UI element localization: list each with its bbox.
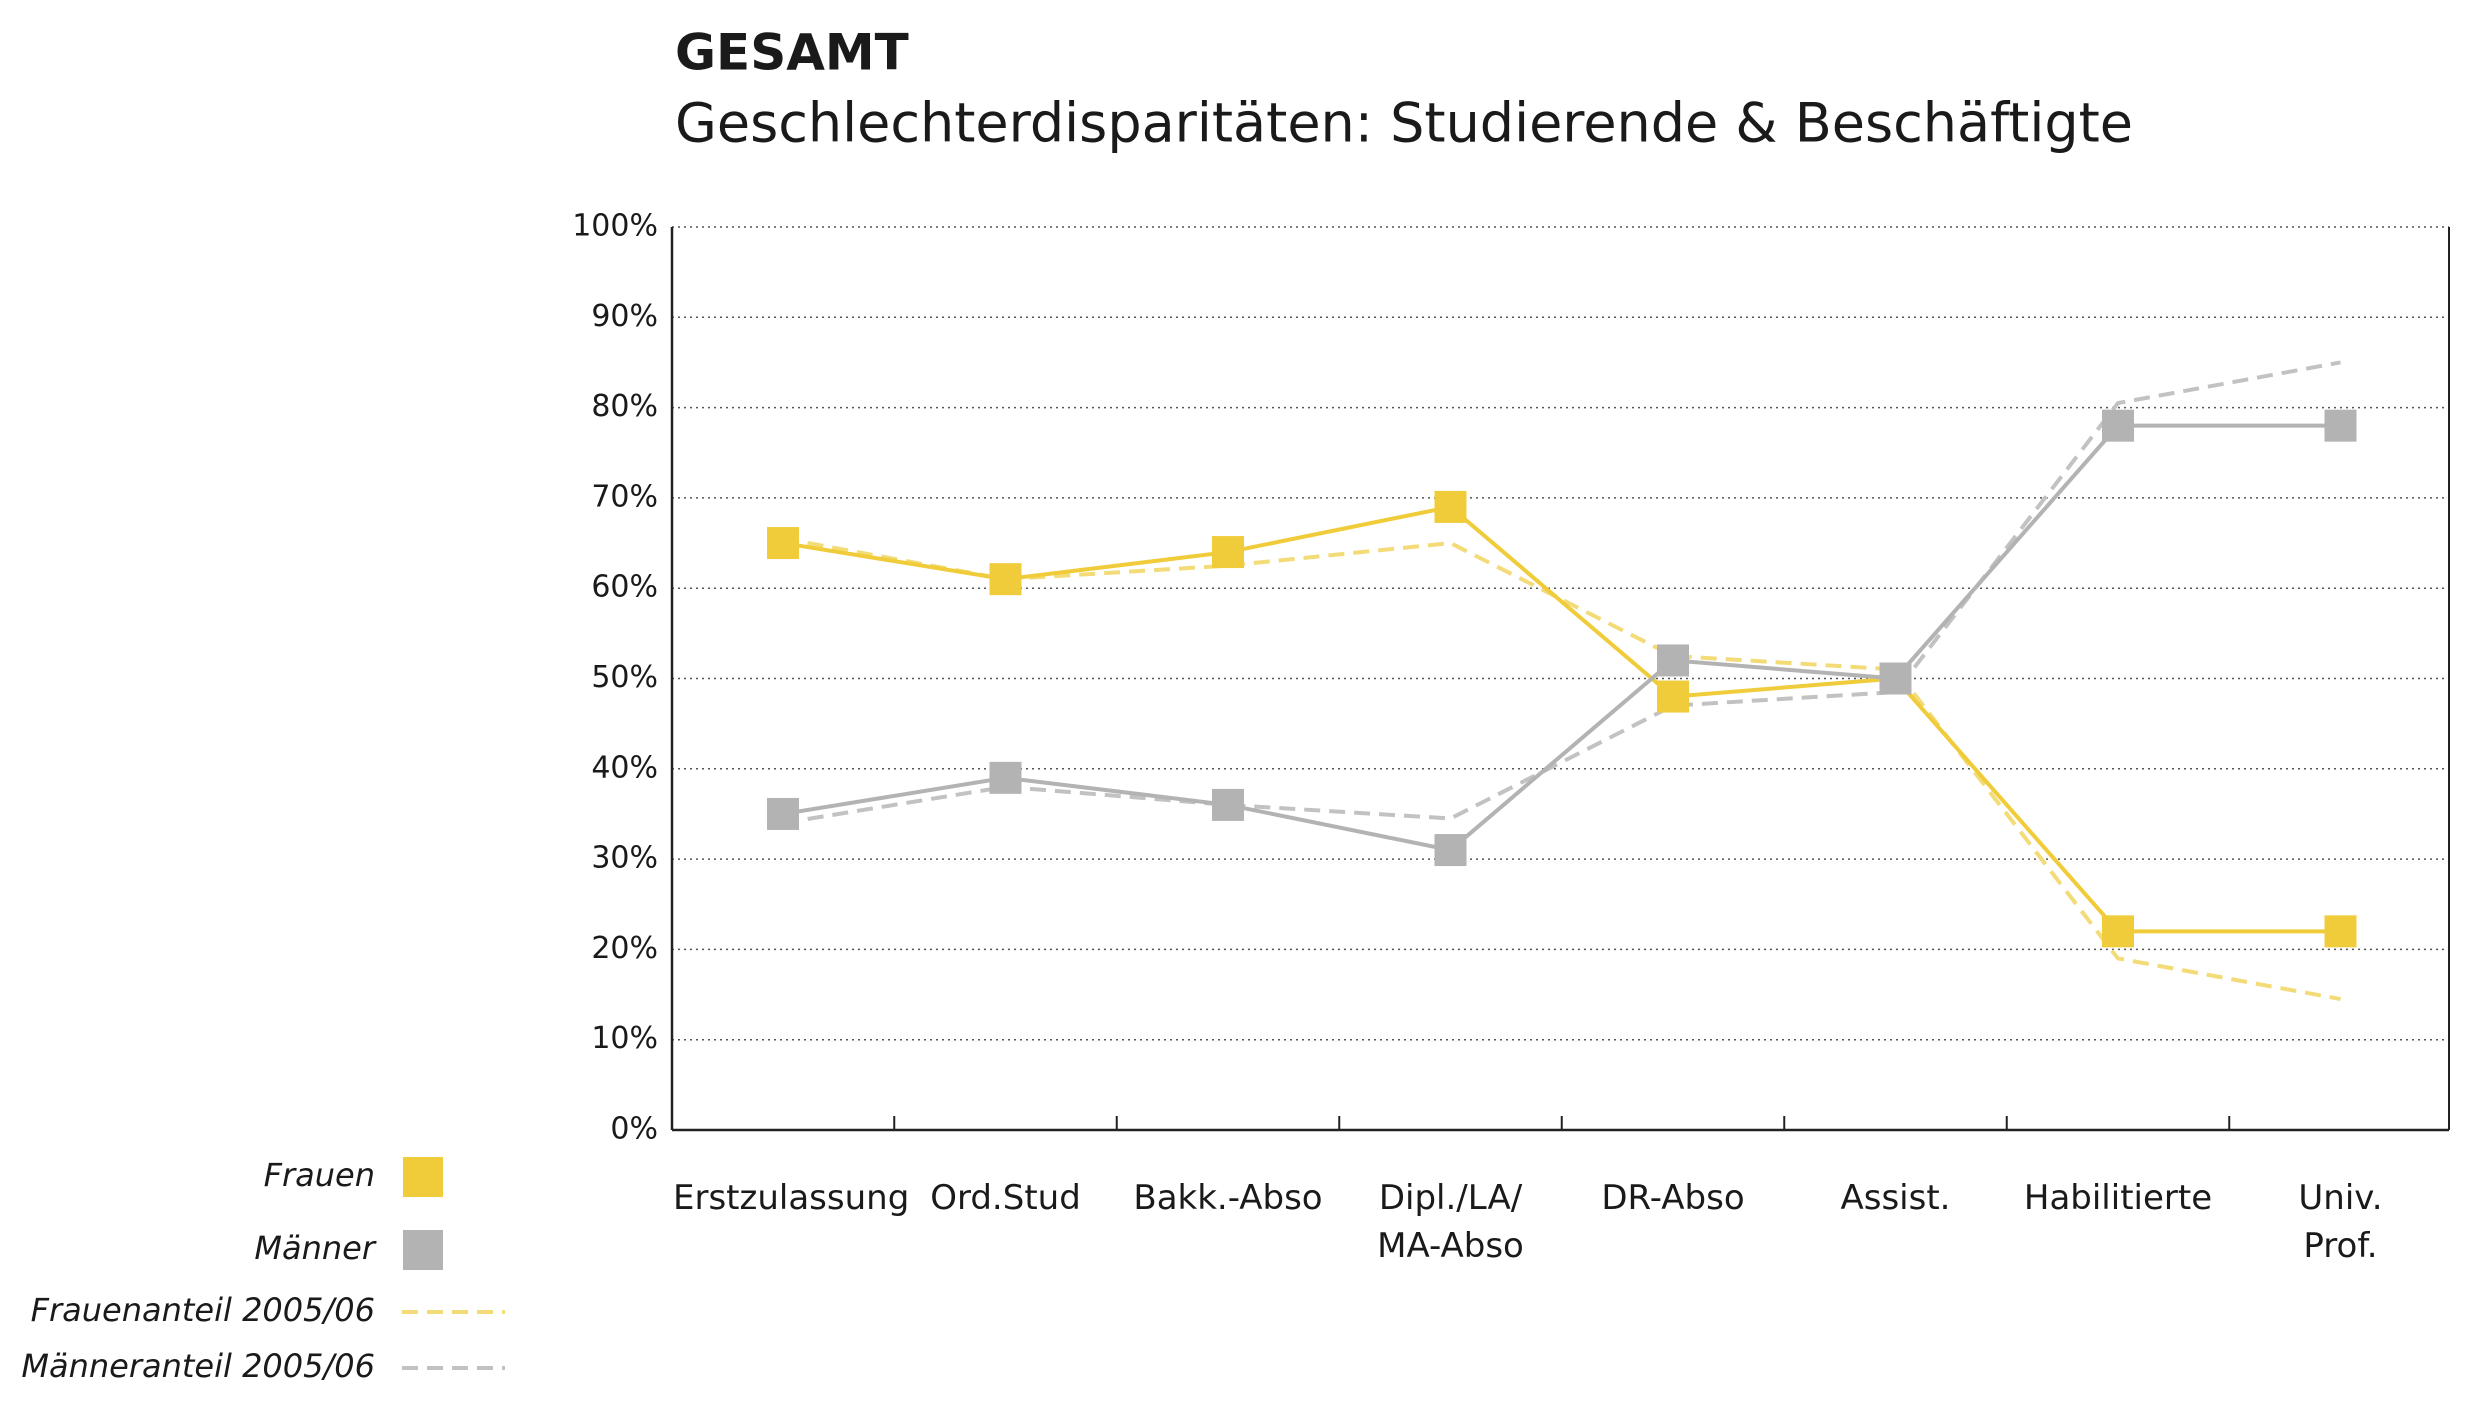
chart-title: GESAMT: [675, 24, 909, 82]
x-tick-label: Assist.: [1840, 1178, 1951, 1218]
legend-label: Männeranteil 2005/06: [21, 1347, 375, 1385]
marker: [2102, 409, 2134, 442]
marker: [767, 527, 799, 560]
y-tick-label: 20%: [591, 931, 658, 966]
marker: [1434, 490, 1467, 523]
y-tick-label: 70%: [591, 479, 658, 514]
marker: [767, 797, 799, 830]
y-tick-label: 100%: [572, 209, 658, 244]
marker: [2102, 915, 2134, 948]
x-tick-label: Bakk.-Abso: [1133, 1178, 1323, 1218]
marker: [2324, 409, 2357, 442]
marker: [989, 563, 1022, 596]
marker: [2324, 915, 2357, 948]
chart-subtitle: Geschlechterdisparitäten: Studierende & …: [675, 92, 2133, 155]
legend-label: Frauen: [264, 1156, 375, 1194]
series-line: [782, 423, 2341, 853]
y-tick-label: 90%: [591, 299, 658, 334]
y-tick-label: 60%: [591, 570, 658, 605]
marker: [1879, 662, 1912, 695]
legend-swatch: [403, 1230, 443, 1270]
series-line: [782, 536, 2341, 1002]
marker: [989, 761, 1022, 794]
marker: [1212, 536, 1244, 569]
y-tick-label: 80%: [591, 389, 658, 424]
x-tick-label: Erstzulassung: [673, 1178, 910, 1218]
y-tick-label: 40%: [591, 750, 658, 785]
y-tick-label: 30%: [591, 841, 658, 876]
marker: [1212, 788, 1244, 821]
x-tick-label: DR-Abso: [1601, 1178, 1745, 1218]
y-tick-label: 10%: [591, 1021, 658, 1056]
legend-label: Männer: [254, 1229, 376, 1267]
y-tick-label: 0%: [610, 1112, 658, 1147]
legend-label: Frauenanteil 2005/06: [31, 1291, 375, 1329]
x-tick-label: Ord.Stud: [930, 1178, 1081, 1218]
marker: [1434, 834, 1467, 867]
y-tick-label: 50%: [591, 660, 658, 695]
x-tick-label: Univ. Prof.: [2298, 1178, 2383, 1266]
x-tick-label: Dipl./LA/ MA-Abso: [1377, 1178, 1524, 1266]
marker: [1657, 680, 1689, 713]
series-line: [782, 504, 2341, 934]
legend-swatch: [403, 1157, 443, 1197]
marker: [1657, 644, 1689, 677]
series-line: [782, 360, 2341, 825]
x-tick-label: Habilitierte: [2023, 1178, 2213, 1218]
